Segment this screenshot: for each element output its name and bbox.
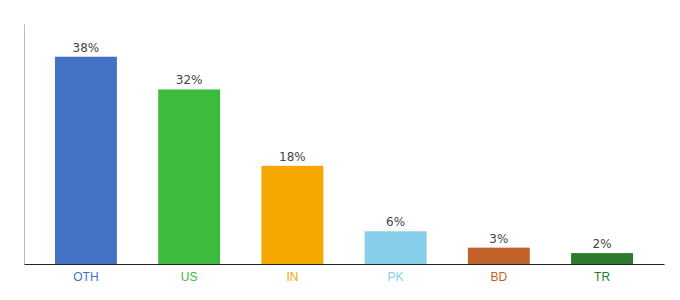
plot-area: OTH US IN PK BD TR 38% 32% 18% 6% 3% 2%: [25, 25, 665, 284]
x-tick-label: PK: [388, 270, 404, 284]
x-tick-label: IN: [286, 270, 298, 284]
x-tick-label: BD: [491, 270, 508, 284]
bar: [55, 57, 117, 264]
bar: [468, 248, 530, 264]
data-labels: 38% 32% 18% 6% 3% 2%: [73, 41, 612, 251]
y-axis: [24, 25, 25, 265]
x-tick: OTH: [73, 264, 98, 284]
x-tick-label: US: [181, 270, 198, 284]
chart-container: OTH US IN PK BD TR 38% 32% 18% 6% 3% 2%: [0, 0, 680, 300]
data-label: 6%: [386, 215, 405, 229]
chart-svg: OTH US IN PK BD TR 38% 32% 18% 6% 3% 2%: [0, 0, 680, 300]
bar: [261, 166, 323, 264]
x-tick: US: [181, 264, 198, 284]
data-label: 18%: [279, 150, 306, 164]
data-label: 32%: [176, 73, 203, 87]
data-label: 3%: [489, 232, 508, 246]
data-label: 38%: [73, 41, 100, 55]
x-tick-label: TR: [594, 270, 610, 284]
x-tick: TR: [594, 264, 610, 284]
bars: [55, 57, 633, 264]
bar: [365, 231, 427, 264]
x-axis-line: [25, 264, 665, 265]
x-tick: BD: [491, 264, 508, 284]
x-axis: OTH US IN PK BD TR: [25, 264, 665, 284]
y-axis-line: [24, 25, 25, 265]
x-tick: IN: [286, 264, 298, 284]
data-label: 2%: [593, 237, 612, 251]
bar: [571, 253, 633, 264]
x-tick: PK: [388, 264, 404, 284]
bar: [158, 89, 220, 264]
x-tick-label: OTH: [73, 270, 98, 284]
